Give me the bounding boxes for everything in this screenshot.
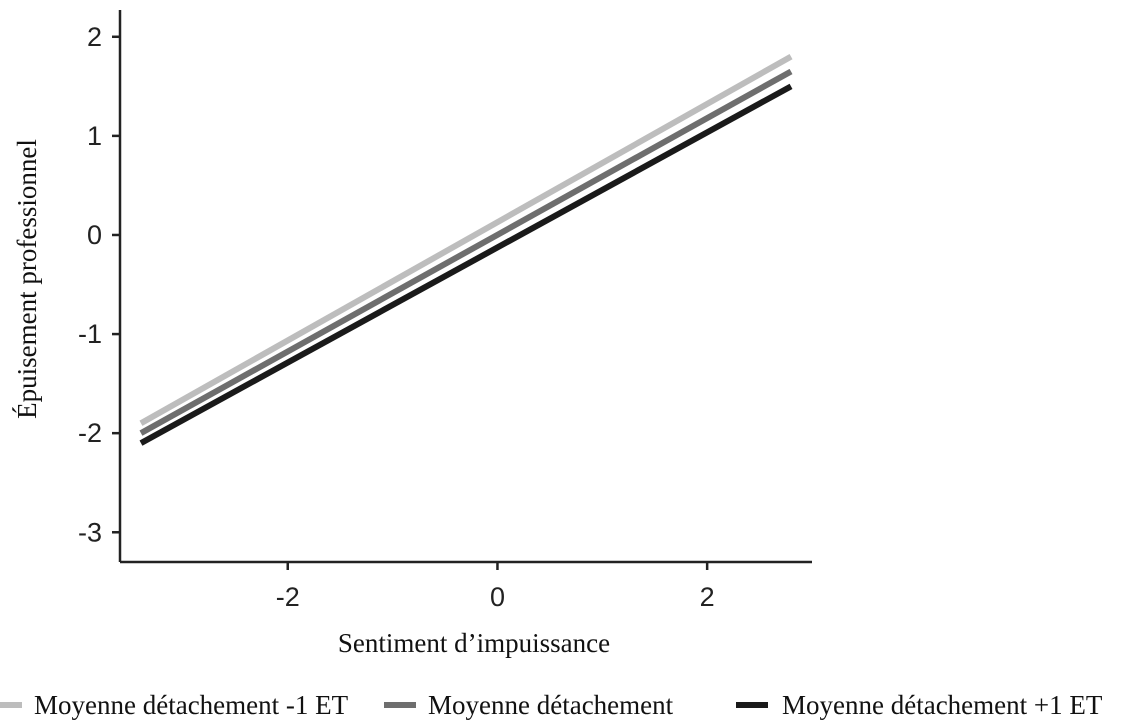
x-tick-label: 0 [490, 582, 505, 612]
x-axis-title: Sentiment d’impuissance [338, 628, 610, 658]
y-tick-label: -2 [78, 418, 102, 448]
series-line-0 [139, 53, 793, 426]
ticks: 2 1 0 -1 -2 -3 -2 0 2 [78, 22, 715, 612]
x-tick-label: 2 [700, 582, 715, 612]
legend: Moyenne détachement -1 ET Moyenne détach… [0, 690, 1103, 720]
y-axis-title: Épuisement professionnel [12, 139, 42, 419]
y-tick-label: -3 [78, 517, 102, 547]
y-tick-label: -1 [78, 319, 102, 349]
y-tick-label: 2 [87, 22, 102, 52]
y-tick-label: 0 [87, 220, 102, 250]
legend-label-low: Moyenne détachement -1 ET [34, 690, 349, 720]
legend-label-high: Moyenne détachement +1 ET [782, 690, 1103, 720]
series-line-2 [139, 83, 793, 446]
legend-label-mean: Moyenne détachement [428, 690, 674, 720]
axes [118, 10, 812, 564]
x-tick-label: -2 [276, 582, 300, 612]
y-tick-label: 1 [87, 121, 102, 151]
series-layer [139, 53, 793, 446]
series-line-1 [139, 68, 793, 436]
